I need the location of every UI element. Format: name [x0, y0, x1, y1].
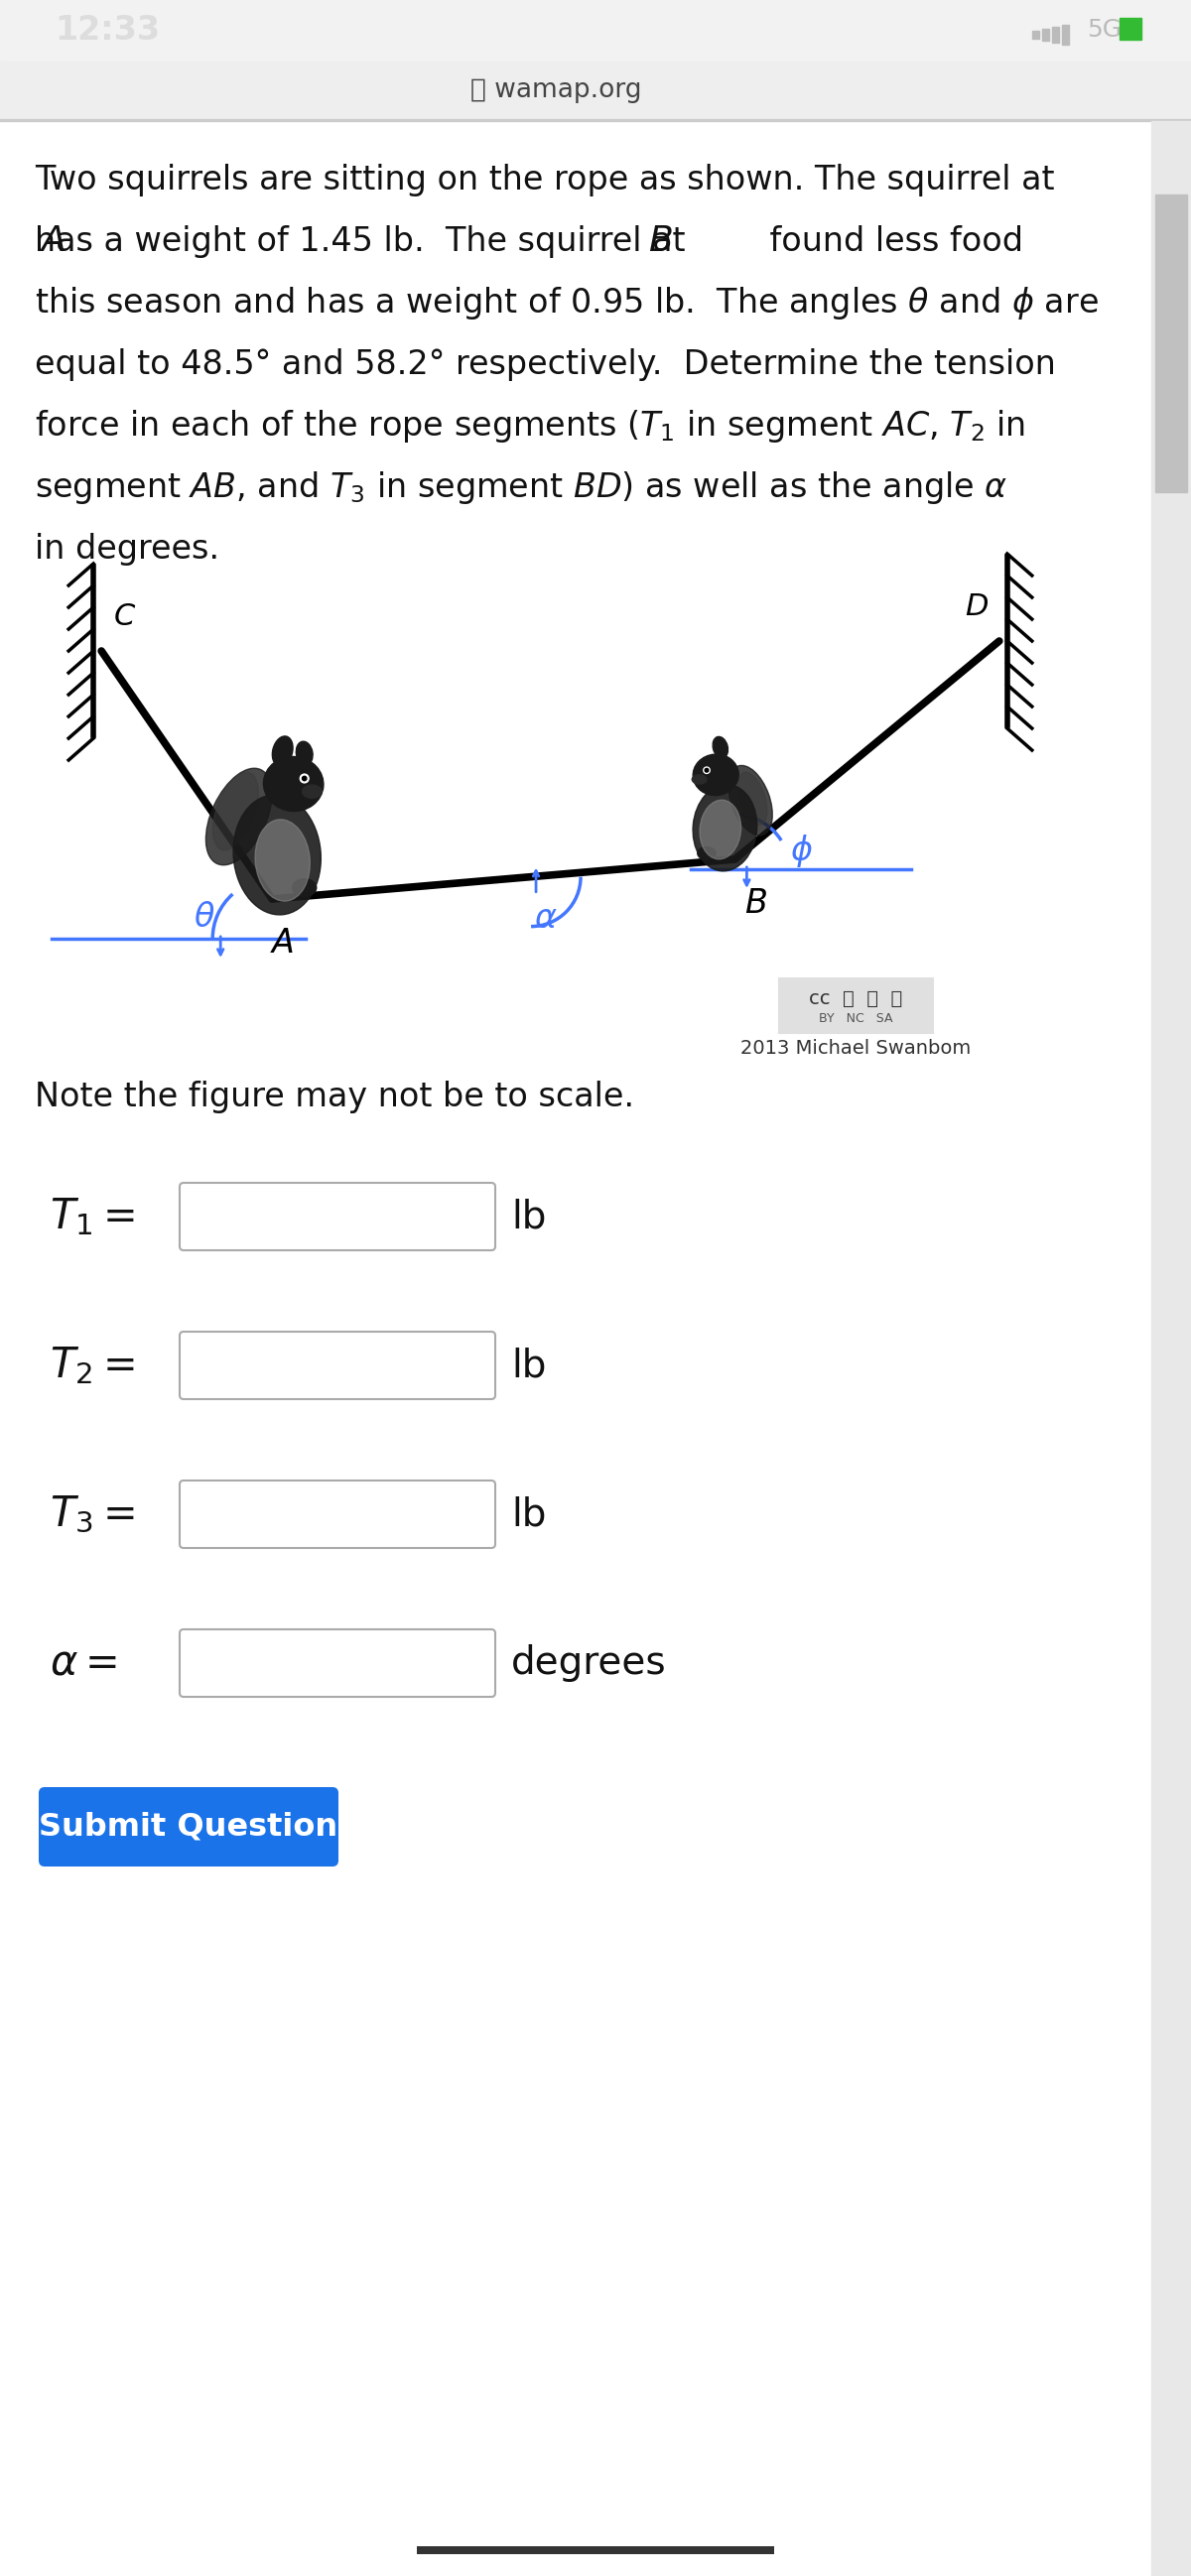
Circle shape	[303, 775, 306, 781]
Text: segment $\mathit{AB}$, and $T_3$ in segment $\mathit{BD}$) as well as the angle : segment $\mathit{AB}$, and $T_3$ in segm…	[35, 469, 1008, 505]
Text: $\mathit{\alpha}$: $\mathit{\alpha}$	[535, 902, 557, 935]
Text: BY   NC   SA: BY NC SA	[819, 1012, 893, 1025]
Polygon shape	[1120, 18, 1141, 39]
Ellipse shape	[692, 775, 706, 783]
Bar	[1152, 121, 1191, 2576]
Text: $\alpha =$: $\alpha =$	[50, 1643, 117, 1685]
Text: $\mathit{\phi}$: $\mathit{\phi}$	[790, 832, 812, 871]
Ellipse shape	[213, 773, 258, 850]
Circle shape	[300, 775, 308, 783]
Text: this season and has a weight of 0.95 lb.  The angles $\mathit{\theta}$ and $\mat: this season and has a weight of 0.95 lb.…	[35, 283, 1098, 322]
Text: equal to 48.5° and 58.2° respectively.  Determine the tension: equal to 48.5° and 58.2° respectively. D…	[35, 348, 1056, 381]
Text: Two squirrels are sitting on the rope as shown. The squirrel at: Two squirrels are sitting on the rope as…	[35, 162, 1054, 196]
Bar	[779, 979, 933, 1033]
Bar	[0, 62, 1191, 118]
Text: $\mathit{D}$: $\mathit{D}$	[965, 592, 989, 621]
Text: 5G: 5G	[1087, 18, 1122, 41]
Ellipse shape	[233, 796, 320, 914]
Text: has a weight of 1.45 lb.  The squirrel at        found less food: has a weight of 1.45 lb. The squirrel at…	[35, 224, 1023, 258]
Text: cc  ⓘ  ⓢ  Ⓢ: cc ⓘ ⓢ Ⓢ	[809, 989, 903, 1007]
Ellipse shape	[693, 786, 757, 871]
Ellipse shape	[293, 878, 317, 896]
Text: lb: lb	[511, 1198, 547, 1236]
Text: 🔒 wamap.org: 🔒 wamap.org	[470, 77, 642, 103]
Text: degrees: degrees	[511, 1643, 667, 1682]
Ellipse shape	[693, 755, 738, 796]
Ellipse shape	[273, 737, 293, 765]
FancyBboxPatch shape	[180, 1332, 495, 1399]
Ellipse shape	[263, 757, 324, 811]
Text: Note the figure may not be to scale.: Note the figure may not be to scale.	[35, 1082, 635, 1113]
Text: $T_3 =$: $T_3 =$	[50, 1494, 135, 1535]
Text: $T_2 =$: $T_2 =$	[50, 1345, 135, 1386]
Text: $\mathit{A}$: $\mathit{A}$	[270, 927, 294, 961]
Ellipse shape	[737, 773, 767, 824]
Bar	[1062, 26, 1070, 44]
Bar	[1052, 26, 1059, 44]
Circle shape	[705, 768, 709, 773]
Text: Submit Question: Submit Question	[39, 1811, 338, 1842]
Ellipse shape	[206, 768, 272, 866]
Ellipse shape	[255, 819, 310, 902]
Text: force in each of the rope segments ($T_1$ in segment $\mathit{AC}$, $T_2$ in: force in each of the rope segments ($T_1…	[35, 407, 1025, 443]
FancyBboxPatch shape	[180, 1631, 495, 1698]
Ellipse shape	[303, 786, 322, 799]
Circle shape	[704, 768, 710, 773]
Ellipse shape	[297, 742, 313, 765]
FancyBboxPatch shape	[180, 1481, 495, 1548]
FancyBboxPatch shape	[38, 1788, 338, 1868]
Bar	[1155, 196, 1187, 492]
Bar	[1033, 31, 1039, 39]
Ellipse shape	[698, 848, 716, 860]
Text: lb: lb	[511, 1497, 547, 1533]
Text: $\mathit{B}$: $\mathit{B}$	[744, 889, 767, 920]
Bar	[417, 2545, 774, 2555]
Ellipse shape	[712, 737, 728, 757]
Text: $\mathit{C}$: $\mathit{C}$	[113, 603, 136, 631]
Text: 2013 Michael Swanbom: 2013 Michael Swanbom	[741, 1041, 971, 1059]
Text: $\mathit{B}$: $\mathit{B}$	[648, 224, 673, 258]
Text: $\mathit{\theta}$: $\mathit{\theta}$	[194, 902, 216, 933]
Text: $T_1 =$: $T_1 =$	[50, 1195, 135, 1236]
Ellipse shape	[729, 765, 773, 835]
Ellipse shape	[700, 801, 741, 860]
Text: $\mathit{A}$: $\mathit{A}$	[39, 224, 66, 258]
Text: in degrees.: in degrees.	[35, 533, 219, 564]
Text: 12:33: 12:33	[55, 13, 160, 46]
Bar	[0, 0, 1191, 59]
Text: lb: lb	[511, 1347, 547, 1383]
FancyBboxPatch shape	[180, 1182, 495, 1249]
Bar	[1042, 28, 1049, 41]
